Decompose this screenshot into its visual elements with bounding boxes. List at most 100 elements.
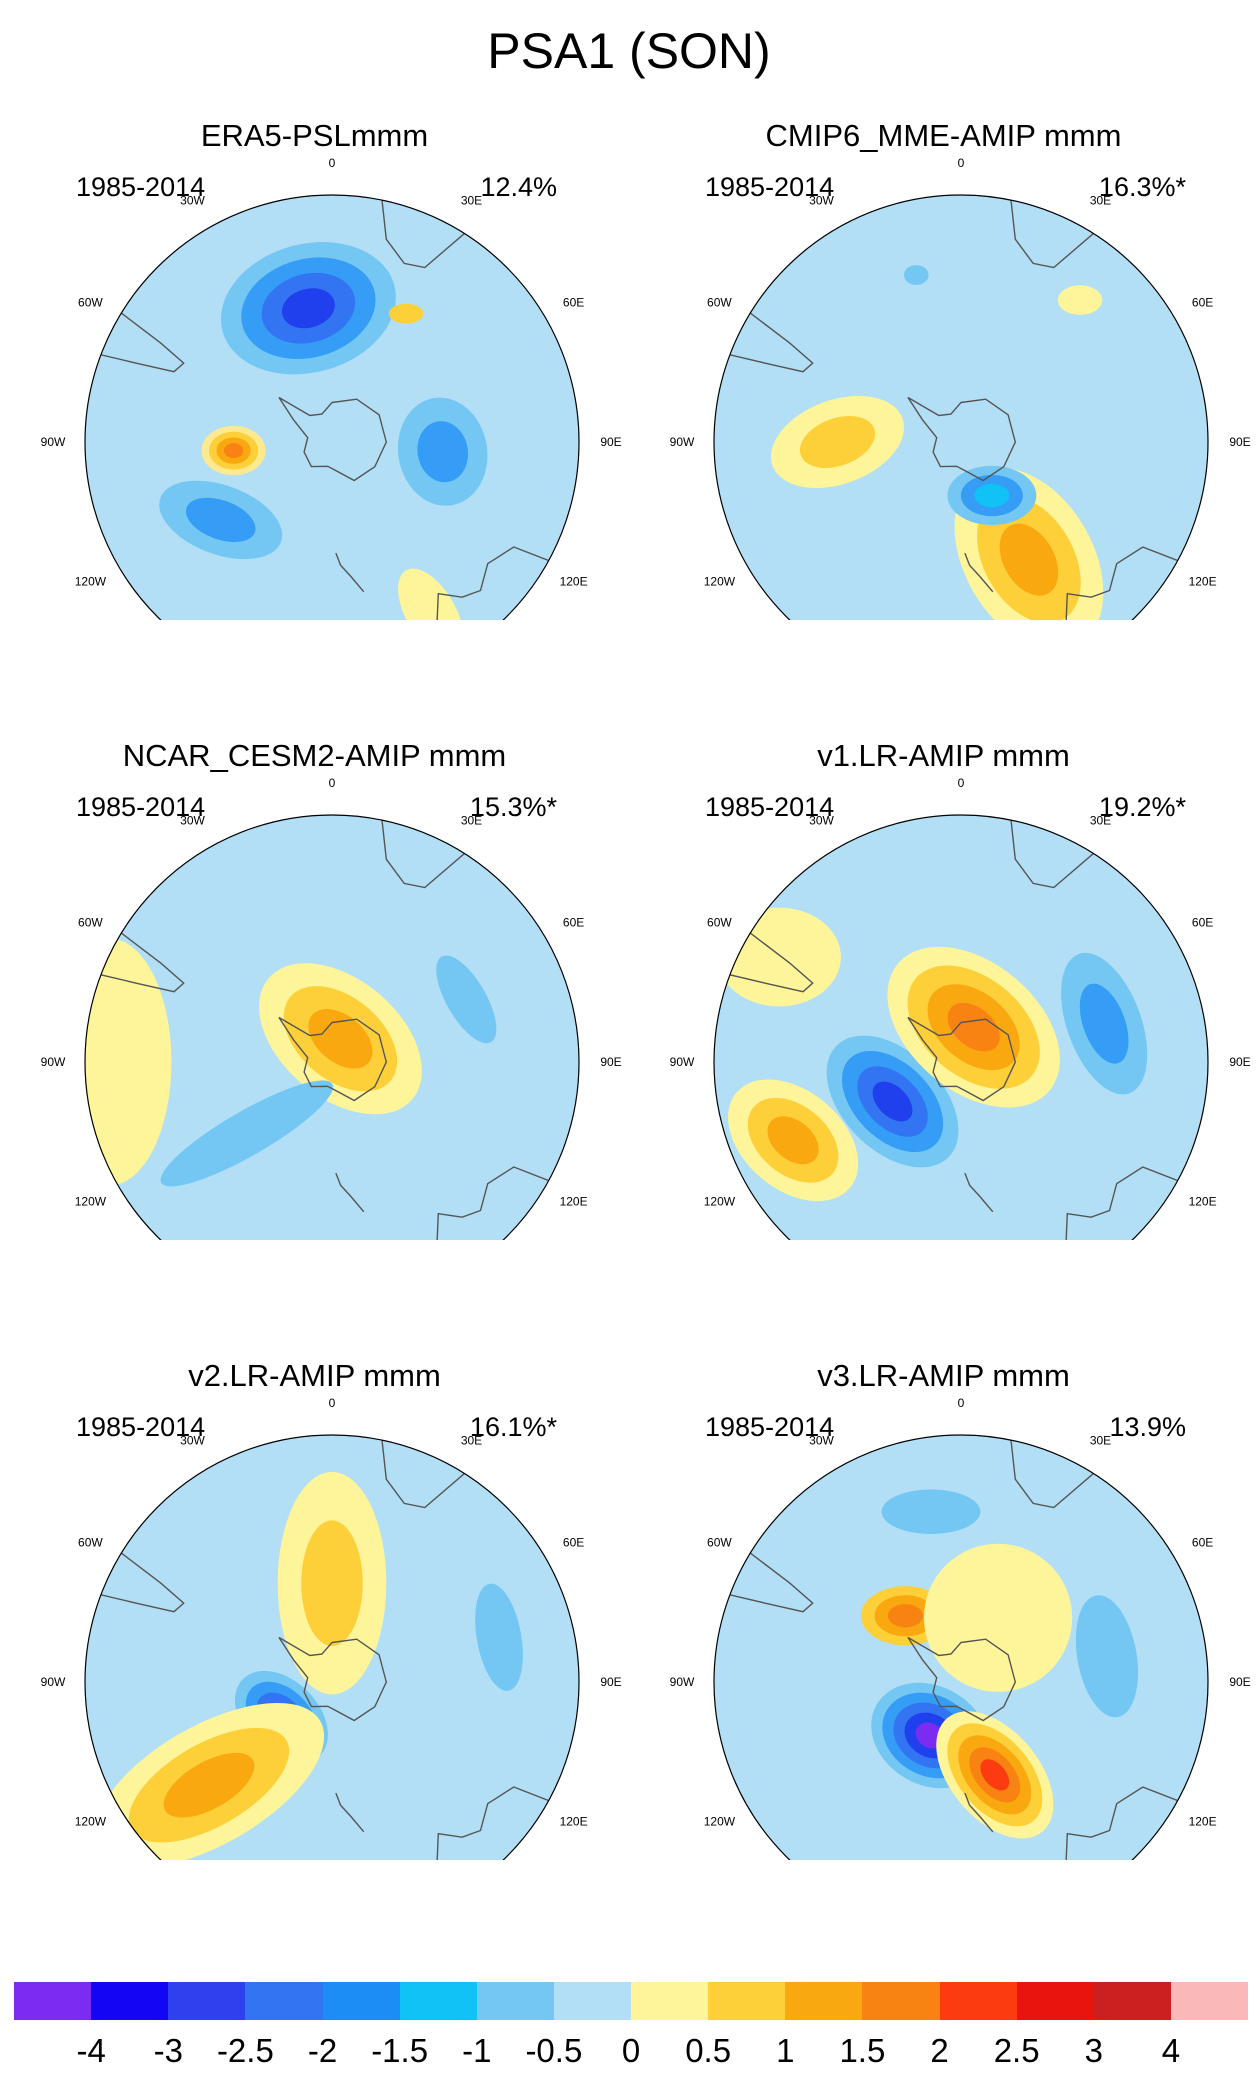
lon-label: 30W xyxy=(809,813,834,827)
contour-fill xyxy=(163,1752,255,1818)
lon-label: 60E xyxy=(1192,916,1213,930)
new-zealand-coastline xyxy=(335,1172,365,1213)
africa-coastline xyxy=(1007,815,1114,889)
south-america-coastline xyxy=(714,917,814,993)
panel-period: 1985-2014 xyxy=(76,1412,206,1442)
lon-label: 90W xyxy=(41,435,66,449)
polar-map: 030E60E90E120E150E180150W120W90W60W30W xyxy=(41,1396,622,1860)
australia-coastline xyxy=(436,546,573,620)
panel-title: v1.LR-AMIP mmm xyxy=(817,738,1070,773)
lon-label: 90E xyxy=(1229,1055,1250,1069)
colorbar-swatch xyxy=(708,1982,786,2020)
africa-coastline xyxy=(378,195,485,269)
colorbar-tick-label: 4 xyxy=(1161,2032,1181,2069)
lon-label: 120W xyxy=(75,1195,107,1209)
colorbar-tick-label: 2.5 xyxy=(993,2032,1040,2069)
lon-label: 120E xyxy=(1189,575,1217,589)
antarctica-coastline xyxy=(278,1016,388,1102)
lon-label: 30W xyxy=(180,1433,205,1447)
colorbar-tick-label: -1.5 xyxy=(371,2032,429,2069)
colorbar-swatch xyxy=(785,1982,863,2020)
lon-label: 120E xyxy=(1189,1815,1217,1829)
lon-label: 90E xyxy=(600,435,621,449)
south-america-coastline xyxy=(85,297,185,373)
africa-coastline xyxy=(1007,1435,1114,1509)
map-border xyxy=(713,194,1209,620)
contour-fill xyxy=(767,1116,819,1165)
polar-map: 030E60E90E120E150E180150W120W90W60W30W xyxy=(670,776,1251,1240)
lon-label: 30E xyxy=(461,193,482,207)
panel-variance: 16.1%* xyxy=(469,1412,557,1442)
south-america-coastline xyxy=(85,1537,185,1613)
south-america-coastline xyxy=(85,917,185,993)
lon-label: 90E xyxy=(1229,435,1250,449)
map-panel: 030E60E90E120E150E180150W120W90W60W30WER… xyxy=(0,0,629,620)
map-panel: 030E60E90E120E150E180150W120W90W60W30WCM… xyxy=(629,0,1258,620)
colorbar-swatch xyxy=(14,1982,92,2020)
south-america-coastline xyxy=(714,1537,814,1613)
panel-variance: 19.2%* xyxy=(1098,792,1186,822)
polar-map: 030E60E90E120E150E180150W120W90W60W30W xyxy=(41,156,622,620)
lon-label: 120E xyxy=(560,575,588,589)
panel-title: ERA5-PSLmmm xyxy=(200,118,429,153)
lon-label: 0 xyxy=(958,1396,965,1410)
south-america-coastline xyxy=(714,297,814,373)
colorbar-tick-label: -2 xyxy=(307,2032,338,2069)
colorbar-swatch xyxy=(91,1982,169,2020)
antarctica-coastline xyxy=(907,1016,1017,1102)
lon-label: 90W xyxy=(670,1055,695,1069)
colorbar-tick-label: 0.5 xyxy=(685,2032,732,2069)
polar-map: 030E60E90E120E150E180150W120W90W60W30W xyxy=(670,156,1251,620)
panel-title: v3.LR-AMIP mmm xyxy=(817,1358,1070,1393)
colorbar-tick-label: -2.5 xyxy=(216,2032,274,2069)
map-panel: 030E60E90E120E150E180150W120W90W60W30Wv3… xyxy=(629,1240,1258,1860)
colorbar-swatch xyxy=(939,1982,1017,2020)
colorbar-tick-label: -3 xyxy=(153,2032,183,2069)
contour-fill xyxy=(799,415,876,469)
contour-fill xyxy=(85,938,172,1186)
lon-label: 0 xyxy=(329,776,336,790)
map-border xyxy=(84,814,580,1240)
contour-fill xyxy=(1057,285,1103,315)
contour-fill xyxy=(398,568,464,620)
colorbar-tick-label: 2 xyxy=(930,2032,949,2069)
map-border xyxy=(713,1434,1209,1860)
lon-label: 60W xyxy=(78,296,103,310)
contour-fill xyxy=(475,1583,523,1691)
panel-period: 1985-2014 xyxy=(76,792,206,822)
panel-variance: 15.3%* xyxy=(469,792,557,822)
map-border xyxy=(84,194,580,620)
africa-coastline xyxy=(378,1435,485,1509)
australia-coastline xyxy=(1065,1786,1202,1860)
contour-fill xyxy=(388,303,424,324)
colorbar-swatch xyxy=(1170,1982,1248,2020)
colorbar-tick-label: 1.5 xyxy=(839,2032,886,2069)
antarctica-coastline xyxy=(907,396,1017,482)
lon-label: 90W xyxy=(41,1675,66,1689)
lon-label: 30W xyxy=(180,813,205,827)
lon-label: 90W xyxy=(670,435,695,449)
contour-fill xyxy=(1075,1595,1139,1718)
lon-label: 0 xyxy=(958,156,965,170)
lon-label: 90E xyxy=(600,1675,621,1689)
contour-fill xyxy=(281,288,335,329)
lon-label: 30E xyxy=(1090,193,1111,207)
new-zealand-coastline xyxy=(964,1792,994,1833)
lon-label: 30E xyxy=(461,1433,482,1447)
contour-fill xyxy=(923,1543,1073,1692)
colorbar xyxy=(14,1982,1248,2020)
lon-label: 60E xyxy=(563,916,584,930)
lon-label: 60E xyxy=(1192,296,1213,310)
contour-fill xyxy=(887,1604,923,1628)
polar-map: 030E60E90E120E150E180150W120W90W60W30W xyxy=(670,1396,1251,1860)
contour-fill xyxy=(308,1009,373,1069)
colorbar-tick-label: 3 xyxy=(1084,2032,1103,2069)
panel-title: v2.LR-AMIP mmm xyxy=(188,1358,441,1393)
contour-fill xyxy=(185,497,256,543)
panel-period: 1985-2014 xyxy=(76,172,206,202)
panel-title: CMIP6_MME-AMIP mmm xyxy=(765,118,1122,153)
lon-label: 0 xyxy=(329,156,336,170)
lon-label: 60E xyxy=(1192,1536,1213,1550)
colorbar-tick-label: -0.5 xyxy=(525,2032,583,2069)
lon-label: 30W xyxy=(809,1433,834,1447)
